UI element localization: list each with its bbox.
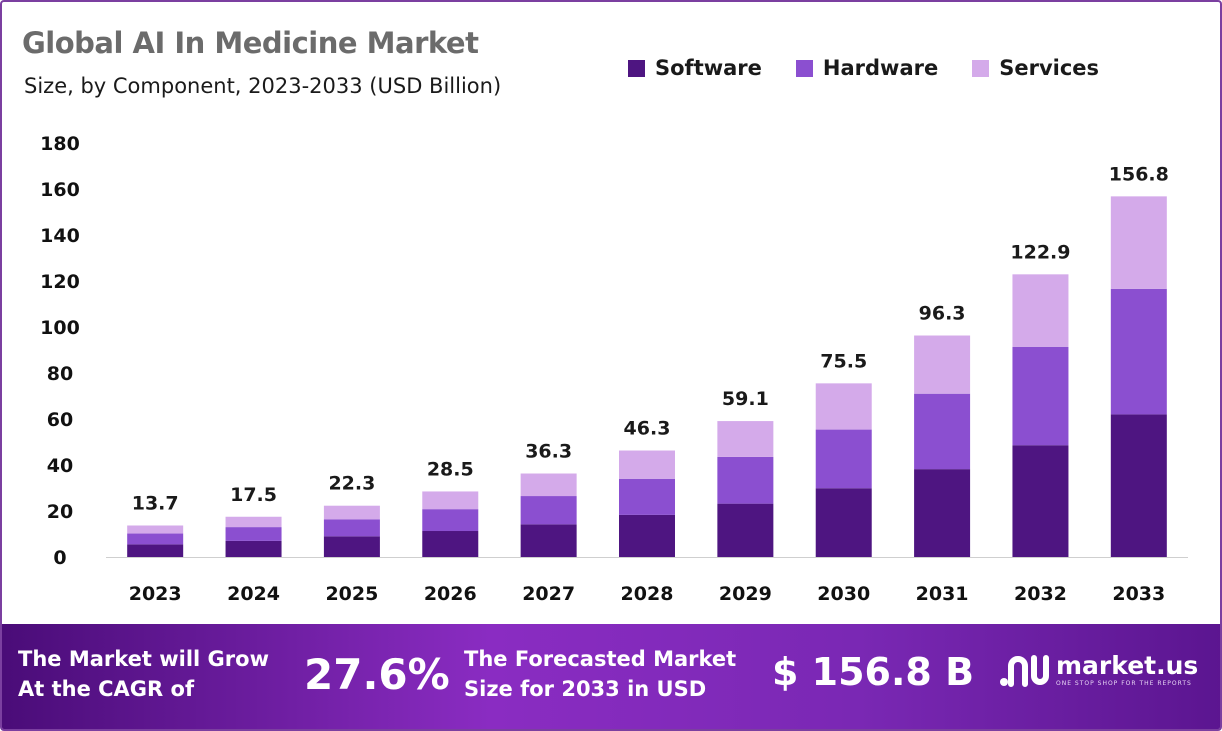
bar-hardware-2027 bbox=[520, 496, 577, 525]
x-tick-label: 2024 bbox=[227, 583, 280, 605]
legend-label-hardware: Hardware bbox=[822, 56, 939, 80]
bar-software-2030 bbox=[815, 488, 872, 557]
data-label-total-2026: 28.5 bbox=[427, 458, 474, 480]
y-tick-label: 180 bbox=[40, 133, 80, 155]
cagr-label: The Market will Grow At the CAGR of bbox=[18, 644, 269, 704]
bar-hardware-2028 bbox=[619, 478, 675, 515]
data-label-total-2029: 59.1 bbox=[722, 388, 769, 410]
bar-services-2023 bbox=[127, 525, 184, 534]
cagr-value: 27.6% bbox=[304, 650, 450, 699]
bar-hardware-2026 bbox=[422, 509, 479, 532]
legend-label-services: Services bbox=[999, 56, 1100, 80]
data-label-total-2023: 13.7 bbox=[132, 492, 179, 514]
y-tick-label: 80 bbox=[47, 363, 73, 385]
data-label-total-2032: 122.9 bbox=[1010, 241, 1070, 263]
bar-hardware-2023 bbox=[127, 533, 184, 545]
x-tick-label: 2026 bbox=[424, 583, 477, 605]
legend-swatch-hardware bbox=[795, 59, 813, 77]
y-tick-label: 140 bbox=[40, 225, 80, 247]
x-tick-label: 2027 bbox=[522, 583, 575, 605]
y-tick-label: 60 bbox=[47, 409, 73, 431]
market-us-logo-icon bbox=[1000, 655, 1049, 687]
legend-swatch-services bbox=[972, 59, 990, 77]
bar-hardware-2029 bbox=[717, 456, 774, 504]
data-label-total-2027: 36.3 bbox=[525, 441, 572, 463]
bar-chart: 0 20 40 60 80 100 120 140 160 180 13.7 2023 17.5 2024… bbox=[40, 133, 1188, 605]
x-tick-label: 2030 bbox=[817, 583, 870, 605]
bar-software-2028 bbox=[619, 514, 675, 557]
data-label-total-2033: 156.8 bbox=[1109, 163, 1169, 185]
legend-item-hardware: Hardware bbox=[795, 56, 939, 80]
bar-services-2033 bbox=[1110, 196, 1167, 289]
cagr-label-line1: The Market will Grow bbox=[18, 647, 269, 671]
bar-services-2032 bbox=[1012, 274, 1069, 347]
y-tick-label: 0 bbox=[53, 547, 66, 569]
x-tick-label: 2025 bbox=[325, 583, 378, 605]
data-label-total-2024: 17.5 bbox=[230, 484, 277, 506]
bar-services-2031 bbox=[914, 335, 971, 394]
x-tick-label: 2028 bbox=[621, 583, 674, 605]
data-label-total-2031: 96.3 bbox=[919, 303, 966, 325]
chart-subtitle: Size, by Component, 2023-2033 (USD Billi… bbox=[24, 74, 502, 98]
x-tick-label: 2033 bbox=[1112, 583, 1165, 605]
bar-software-2027 bbox=[520, 524, 577, 557]
footer-banner: The Market will Grow At the CAGR of 27.6… bbox=[2, 624, 1220, 729]
cagr-label-line2: At the CAGR of bbox=[18, 677, 195, 701]
bar-software-2032 bbox=[1012, 445, 1069, 557]
legend-item-software: Software bbox=[628, 56, 762, 80]
legend-label-software: Software bbox=[655, 56, 762, 80]
forecast-label-line2: Size for 2033 in USD bbox=[464, 677, 707, 701]
bar-hardware-2024 bbox=[225, 527, 282, 541]
bar-services-2025 bbox=[323, 505, 380, 520]
x-tick-label: 2023 bbox=[129, 583, 182, 605]
data-label-total-2025: 22.3 bbox=[328, 473, 375, 495]
bar-services-2028 bbox=[619, 450, 675, 479]
forecast-value: $ 156.8 B bbox=[772, 650, 975, 694]
bar-hardware-2032 bbox=[1012, 346, 1069, 446]
y-tick-label: 160 bbox=[40, 179, 80, 201]
chart-title: Global AI In Medicine Market bbox=[22, 26, 479, 60]
forecast-label-line1: The Forecasted Market bbox=[464, 647, 737, 671]
bar-software-2033 bbox=[1110, 414, 1167, 557]
bar-services-2029 bbox=[717, 421, 774, 457]
y-tick-label: 20 bbox=[47, 501, 73, 523]
bar-software-2025 bbox=[323, 536, 380, 557]
bar-hardware-2030 bbox=[815, 429, 872, 489]
legend-item-services: Services bbox=[972, 56, 1099, 80]
forecast-label: The Forecasted Market Size for 2033 in U… bbox=[464, 644, 736, 704]
x-tick-label: 2032 bbox=[1014, 583, 1067, 605]
bar-hardware-2025 bbox=[323, 519, 380, 537]
bar-software-2023 bbox=[127, 544, 184, 557]
bar-hardware-2031 bbox=[914, 393, 971, 470]
x-tick-label: 2029 bbox=[719, 583, 772, 605]
y-tick-label: 40 bbox=[47, 455, 73, 477]
bar-services-2030 bbox=[815, 383, 872, 430]
y-tick-label: 120 bbox=[40, 271, 80, 293]
data-label-total-2030: 75.5 bbox=[820, 350, 867, 372]
bar-software-2031 bbox=[914, 469, 971, 557]
brand-name: market.us bbox=[1056, 651, 1199, 680]
x-tick-label: 2031 bbox=[916, 583, 969, 605]
bar-software-2029 bbox=[717, 503, 774, 557]
brand-tagline: ONE STOP SHOP FOR THE REPORTS bbox=[1056, 680, 1192, 687]
bar-services-2024 bbox=[225, 516, 282, 528]
bar-software-2024 bbox=[225, 540, 282, 557]
bar-services-2027 bbox=[520, 473, 577, 497]
bar-software-2026 bbox=[422, 531, 479, 557]
y-tick-label: 100 bbox=[40, 317, 80, 339]
data-label-total-2028: 46.3 bbox=[624, 418, 671, 440]
bar-hardware-2033 bbox=[1110, 288, 1167, 415]
brand-logo: market.us ONE STOP SHOP FOR THE REPORTS bbox=[998, 652, 1198, 690]
bar-services-2026 bbox=[422, 491, 479, 510]
chart-legend: Software Hardware Services bbox=[628, 56, 1099, 80]
legend-swatch-software bbox=[628, 59, 645, 77]
